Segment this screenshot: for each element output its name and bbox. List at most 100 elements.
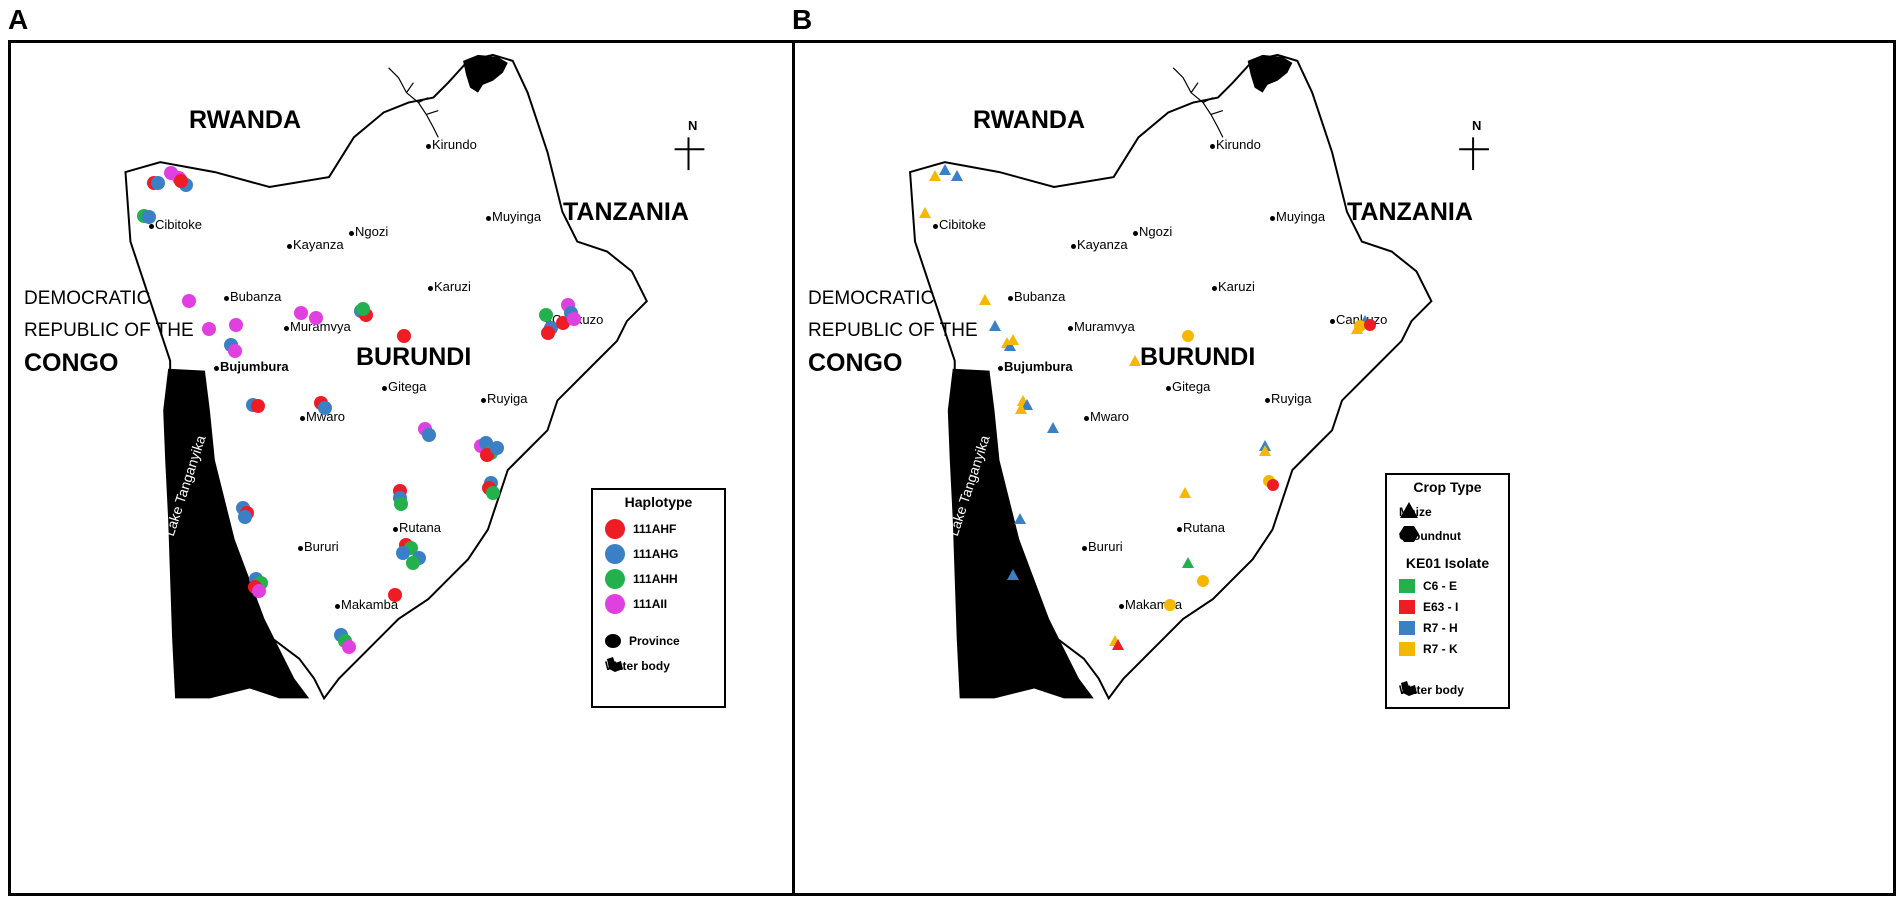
river-network [1172,67,1224,138]
drc-label: DEMOCRATIC REPUBLIC OF THE CONGO [24,283,194,379]
map-b-geometry [909,53,1489,701]
city-label: Muramvya [290,319,351,334]
province-dot [1082,546,1087,551]
river-network [388,67,439,138]
sample-marker [406,556,420,570]
drc-line-1: DEMOCRATIC [24,288,151,309]
legend-a-item: 111AHH [605,568,678,590]
city-label: Bujumbura [1004,359,1073,374]
city-label: Makamba [341,597,399,612]
north-label: N [688,118,698,133]
province-label: Province [629,634,680,648]
province-dot [426,144,431,149]
maize-marker [1014,513,1026,524]
maize-marker [939,164,951,175]
city-label: Cibitoke [155,217,202,232]
city-label: Bubanza [1014,289,1066,304]
burundi-label: BURUNDI [356,343,472,371]
city-label: Bubanza [230,289,282,304]
drc-line-2: REPUBLIC OF THE [808,320,978,341]
drc-line-2: REPUBLIC OF THE [24,320,194,341]
city-label: Gitega [1172,379,1211,394]
rwanda-label: RWANDA [189,106,302,134]
drc-label: DEMOCRATIC REPUBLIC OF THE CONGO [808,283,978,379]
province-dot [1270,216,1275,221]
sample-marker [541,326,555,340]
north-arrow [674,137,705,171]
map-panel-a: RWANDA TANZANIA DEMOCRATIC REPUBLIC OF T… [8,40,943,896]
legend-swatch [605,544,625,564]
province-dot [1330,319,1335,324]
legend-b-isolate-item: E63 - I [1399,596,1458,618]
province-dot [933,224,938,229]
legend-b-isolate-title: KE01 Isolate [1405,555,1490,571]
sample-marker [252,584,266,598]
city-label: Muyinga [1276,209,1326,224]
legend-b-crop-item: Groundnut [1399,525,1461,547]
groundnut-marker [1267,479,1279,491]
tanzania-label: TANZANIA [1347,198,1473,226]
legend-swatch [1399,621,1415,635]
city-label: Gitega [388,379,427,394]
legend-b-isolate-label: C6 - E [1423,579,1458,593]
province-dot [481,398,486,403]
maize-marker [929,170,941,181]
rwanda-label: RWANDA [973,106,1086,134]
legend-swatch [1399,579,1415,593]
sample-marker [396,546,410,560]
sample-marker [238,510,252,524]
sample-marker [142,210,156,224]
sample-marker [202,322,216,336]
drc-line-3: CONGO [808,349,903,377]
legend-b: Crop Type Maize Groundnut KE01 Isolate C… [1385,473,1510,709]
legend-a-water: Water body [605,655,670,677]
province-dot [1177,527,1182,532]
maize-marker [1182,557,1194,568]
province-dot [214,366,219,371]
province-dot [335,604,340,609]
city-label: Rutana [399,520,441,535]
legend-b-isolate-item: R7 - H [1399,617,1458,639]
city-label: Karuzi [1218,279,1255,294]
city-label: Cibitoke [939,217,986,232]
city-label: Kirundo [1216,137,1261,152]
legend-b-water: Water body [1399,679,1464,701]
legend-b-isolate-label: R7 - H [1423,621,1458,635]
legend-a-province: Province [605,630,680,652]
north-arrow [1459,137,1489,171]
sample-marker [567,312,581,326]
map-a-geometry [124,53,705,701]
province-dot [1210,144,1215,149]
city-label: Mwaro [1090,409,1130,424]
city-label: Kirundo [432,137,477,152]
city-label: Ngozi [1139,224,1173,239]
city-label: Kayanza [1077,237,1128,252]
legend-b-crop-item: Maize [1399,501,1432,523]
maize-marker [1007,569,1019,580]
province-dot [284,326,289,331]
maize-marker [979,294,991,305]
groundnut-marker [1197,575,1209,587]
groundnut-marker [1164,599,1176,611]
sample-marker [356,302,370,316]
maize-marker [1007,334,1019,345]
province-dot [224,296,229,301]
sample-marker [174,174,188,188]
city-label: Bururi [304,539,339,554]
drc-line-1: DEMOCRATIC [808,288,935,309]
city-label: Ruyiga [487,391,528,406]
sample-marker [422,428,436,442]
province-dot [486,216,491,221]
maize-marker [1112,639,1124,650]
legend-a-item: 111AHG [605,543,678,565]
burundi-outline [909,53,1433,701]
legend-b-isolate-item: C6 - E [1399,575,1457,597]
triangle-icon [1400,502,1418,518]
maize-marker [1351,323,1363,334]
burundi-label: BURUNDI [1140,343,1256,371]
province-dot [998,366,1003,371]
maize-marker [1047,422,1059,433]
province-dot [1068,326,1073,331]
sample-marker [486,486,500,500]
city-label: Ngozi [355,224,389,239]
